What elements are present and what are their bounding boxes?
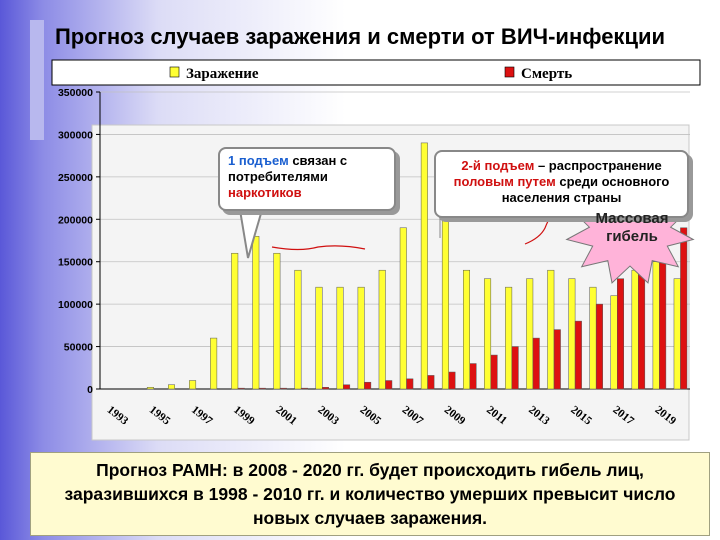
bar-death	[300, 387, 308, 390]
bar-death	[574, 320, 582, 390]
bar-infection	[420, 142, 428, 390]
bar-infection	[315, 286, 323, 390]
bar-infection	[589, 286, 597, 390]
y-tick-label: 300000	[58, 129, 93, 141]
bar-infection	[231, 252, 239, 390]
rise-curve-first	[271, 245, 366, 251]
bar-death	[258, 387, 266, 390]
star-label: Массовая гибель	[595, 210, 669, 245]
bar-infection	[610, 295, 618, 390]
bar-death	[638, 261, 646, 390]
bar-death	[553, 329, 561, 390]
y-tick-label: 350000	[58, 87, 93, 99]
bar-death	[343, 384, 351, 390]
y-tick-label: 100000	[58, 299, 93, 311]
bar-death	[279, 387, 287, 390]
callout-second-label: 2-й подъем	[461, 158, 535, 173]
bar-infection	[484, 278, 492, 390]
callout-second-rise: 2-й подъем – распространение половым пут…	[434, 150, 689, 218]
bar-death	[448, 371, 456, 390]
bar-infection	[378, 269, 386, 390]
forecast-text: Прогноз РАМН: в 2008 - 2020 гг. будет пр…	[64, 460, 676, 528]
legend-entry: Заражение	[186, 66, 259, 82]
bar-infection	[336, 286, 344, 390]
bar-infection	[273, 252, 281, 390]
bar-infection	[357, 286, 365, 390]
bar-infection	[252, 236, 260, 390]
legend-box	[51, 59, 701, 86]
bar-infection	[294, 269, 302, 390]
y-tick-label: 250000	[58, 172, 93, 184]
bar-death	[237, 387, 245, 390]
bar-infection	[652, 261, 660, 390]
forecast-note: Прогноз РАМН: в 2008 - 2020 гг. будет пр…	[30, 452, 710, 536]
legend-swatch	[169, 66, 180, 78]
bar-death	[532, 337, 540, 390]
bar-infection	[210, 337, 218, 390]
callout-first-rise: 1 подъем связан с потребителями наркотик…	[218, 147, 396, 211]
bar-infection	[526, 278, 534, 390]
callout-first-text: связан с потребителями	[228, 153, 348, 184]
bar-death	[427, 375, 435, 390]
legend-entry: Смерть	[521, 66, 572, 82]
bar-infection	[673, 278, 681, 390]
bar-infection	[547, 269, 555, 390]
bar-infection	[631, 269, 639, 390]
bar-death	[490, 354, 498, 390]
y-tick-label: 0	[87, 384, 93, 396]
callout-first-label: 1 подъем	[228, 153, 289, 168]
legend-swatch	[504, 66, 515, 78]
bar-death	[364, 381, 372, 390]
bar-infection	[568, 278, 576, 390]
bar-death	[659, 244, 667, 390]
y-tick-label: 150000	[58, 257, 93, 269]
bar-death	[595, 303, 603, 390]
bar-death	[469, 363, 477, 390]
callout-second-text: – распространение	[534, 158, 662, 173]
callout-second-sexual: половым путем	[453, 174, 556, 189]
bar-infection	[399, 227, 407, 390]
bar-death	[322, 387, 329, 390]
bar-infection	[441, 219, 449, 390]
page-title: Прогноз случаев заражения и смерти от ВИ…	[54, 24, 666, 49]
bar-death	[680, 227, 688, 390]
bar-infection	[168, 384, 175, 390]
bar-infection	[463, 269, 470, 390]
left-decoration	[30, 20, 44, 140]
bar-infection	[189, 380, 197, 390]
callout-second-rest: среди основного населения страны	[501, 174, 670, 205]
callout-first-drugs: наркотиков	[228, 185, 302, 200]
y-tick-label: 200000	[58, 214, 93, 226]
bar-death	[511, 346, 519, 390]
bar-death	[406, 378, 414, 390]
bar-infection	[505, 286, 513, 390]
bar-death	[617, 278, 624, 390]
y-tick-label: 50000	[64, 342, 93, 354]
bar-infection	[146, 387, 154, 390]
bar-death	[385, 380, 393, 390]
